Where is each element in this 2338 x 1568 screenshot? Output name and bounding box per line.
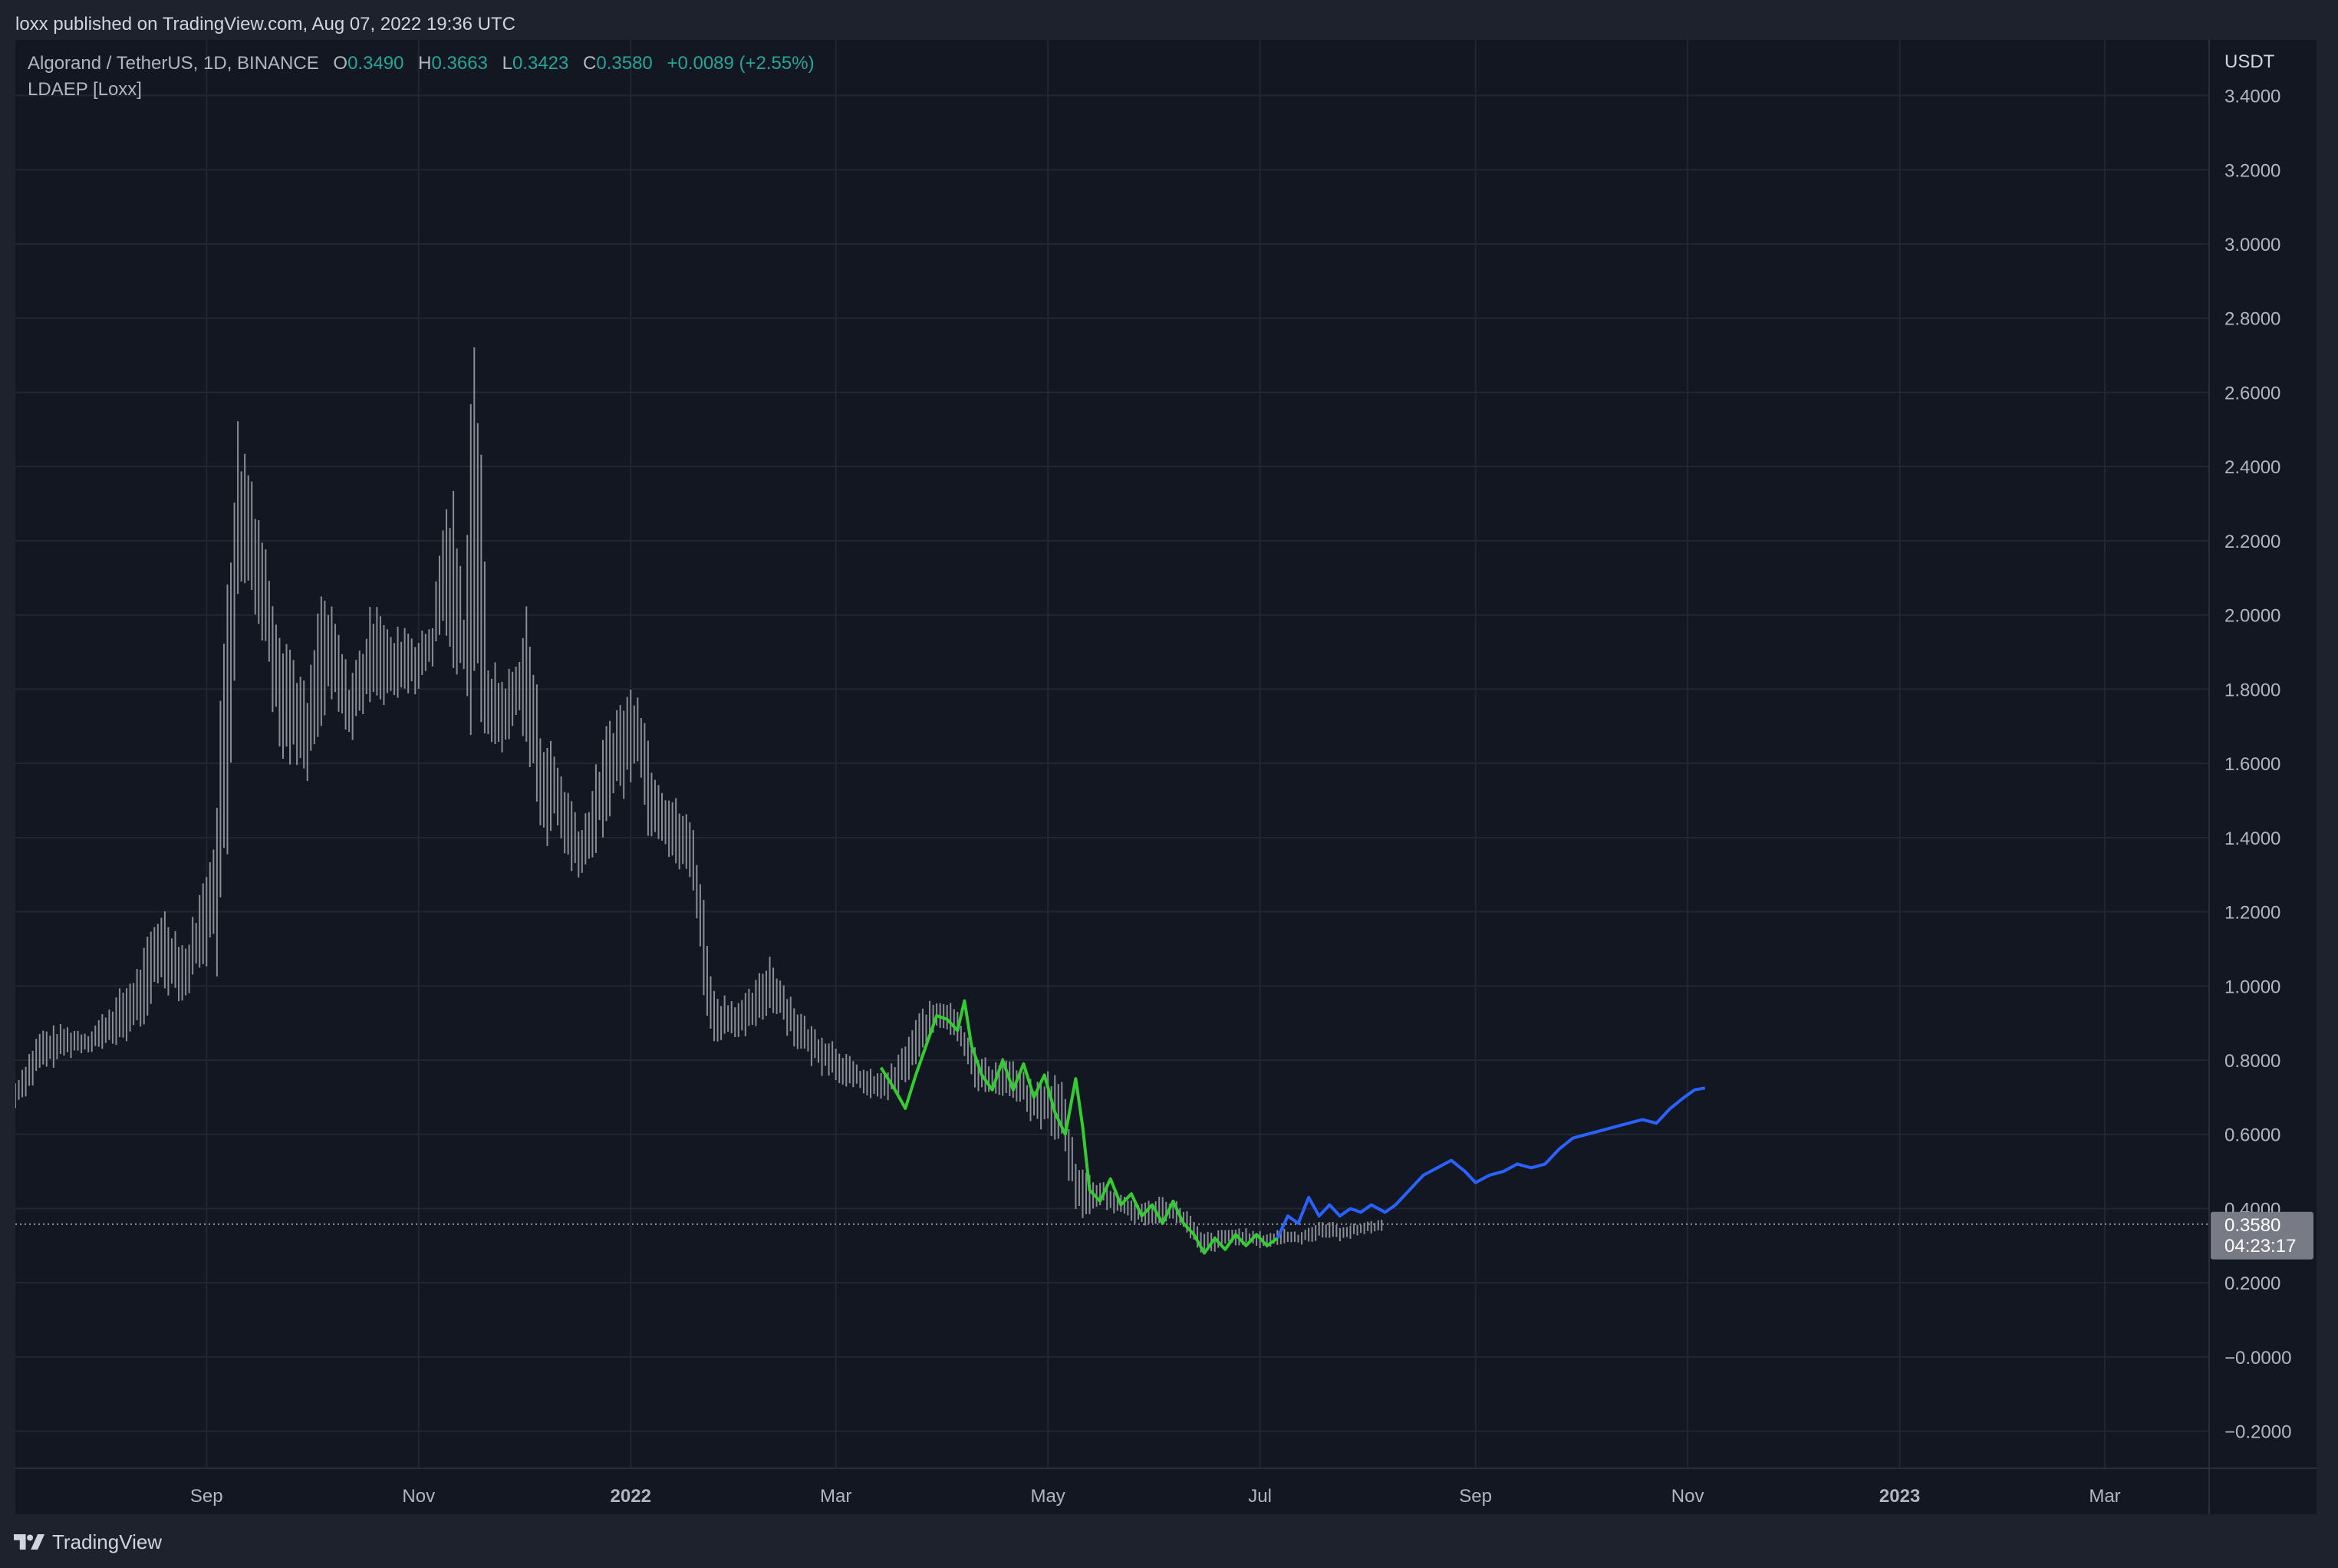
y-tick-label: 1.8000: [2224, 680, 2280, 700]
indicator-name[interactable]: LDAEP [Loxx]: [28, 79, 142, 100]
footer: TradingView: [14, 1527, 162, 1557]
y-tick-label: −0.2000: [2224, 1422, 2291, 1443]
y-tick-label: 1.6000: [2224, 754, 2280, 775]
symbol-name[interactable]: Algorand / TetherUS, 1D, BINANCE: [28, 53, 319, 74]
y-tick-label: 1.4000: [2224, 828, 2280, 849]
open-value: 0.3490: [347, 53, 404, 74]
y-tick-label: 0.2000: [2224, 1273, 2280, 1294]
grid-lines: [15, 40, 2209, 1468]
high-value: 0.3663: [431, 53, 488, 74]
tradingview-brand[interactable]: TradingView: [52, 1530, 163, 1553]
open-label: O: [333, 53, 348, 74]
x-tick-label: Jul: [1248, 1486, 1272, 1507]
price-chart[interactable]: −0.2000−0.00000.20000.40000.60000.80001.…: [15, 40, 2317, 1514]
candle-series: [15, 347, 1383, 1253]
x-tick-label: Mar: [2089, 1486, 2120, 1507]
current-price-tag: [2211, 1211, 2313, 1260]
publish-info: loxx published on TradingView.com, Aug 0…: [15, 14, 515, 35]
y-tick-label: 3.4000: [2224, 87, 2280, 107]
y-tick-label: 2.8000: [2224, 309, 2280, 330]
indicator-projection-line: [1276, 1086, 1706, 1239]
x-tick-label: Sep: [1459, 1486, 1492, 1507]
y-tick-label: 3.0000: [2224, 235, 2280, 255]
close-label: C: [583, 53, 597, 74]
y-tick-label: 1.2000: [2224, 903, 2280, 924]
x-tick-label: 2023: [1879, 1486, 1920, 1507]
x-tick-label: May: [1030, 1486, 1065, 1507]
current-price-value: 0.3580: [2224, 1215, 2280, 1236]
y-tick-label: −0.0000: [2224, 1348, 2291, 1369]
y-tick-label: 2.0000: [2224, 606, 2280, 627]
low-value: 0.3423: [512, 53, 569, 74]
close-value: 0.3580: [596, 53, 653, 74]
indicator-history-line: [879, 999, 1279, 1255]
tradingview-logo-icon[interactable]: [14, 1534, 44, 1550]
x-tick-label: Sep: [190, 1486, 223, 1507]
x-tick-label: 2022: [611, 1486, 651, 1507]
y-tick-label: 1.0000: [2224, 977, 2280, 997]
legend-symbol-row: Algorand / TetherUS, 1D, BINANCE O0.3490…: [28, 51, 815, 77]
y-tick-label: 2.4000: [2224, 457, 2280, 478]
chart-panel[interactable]: −0.2000 −0.0000 0.2000 0.4000 0.6000 0.8000 1.…: [15, 40, 2317, 1514]
indicator-projection-series: [1276, 1086, 1706, 1239]
high-label: H: [418, 53, 432, 74]
y-tick-label: 3.2000: [2224, 160, 2280, 181]
y-tick-label: 2.2000: [2224, 532, 2280, 552]
price-axis-unit: USDT: [2224, 51, 2275, 72]
change-value: +0.0089 (+2.55%): [667, 53, 815, 74]
y-tick-label: 2.6000: [2224, 383, 2280, 404]
x-tick-label: Mar: [820, 1486, 851, 1507]
x-tick-label: Nov: [1671, 1486, 1704, 1507]
x-tick-label: Nov: [402, 1486, 435, 1507]
y-tick-label: 0.6000: [2224, 1125, 2280, 1146]
bar-countdown: 04:23:17: [2224, 1236, 2296, 1257]
chart-legend: Algorand / TetherUS, 1D, BINANCE O0.3490…: [28, 51, 815, 103]
indicator-history-series: [879, 999, 1279, 1255]
y-tick-label: 0.8000: [2224, 1051, 2280, 1072]
low-label: L: [502, 53, 512, 74]
axes: −0.2000−0.00000.20000.40000.60000.80001.…: [15, 40, 2317, 1514]
